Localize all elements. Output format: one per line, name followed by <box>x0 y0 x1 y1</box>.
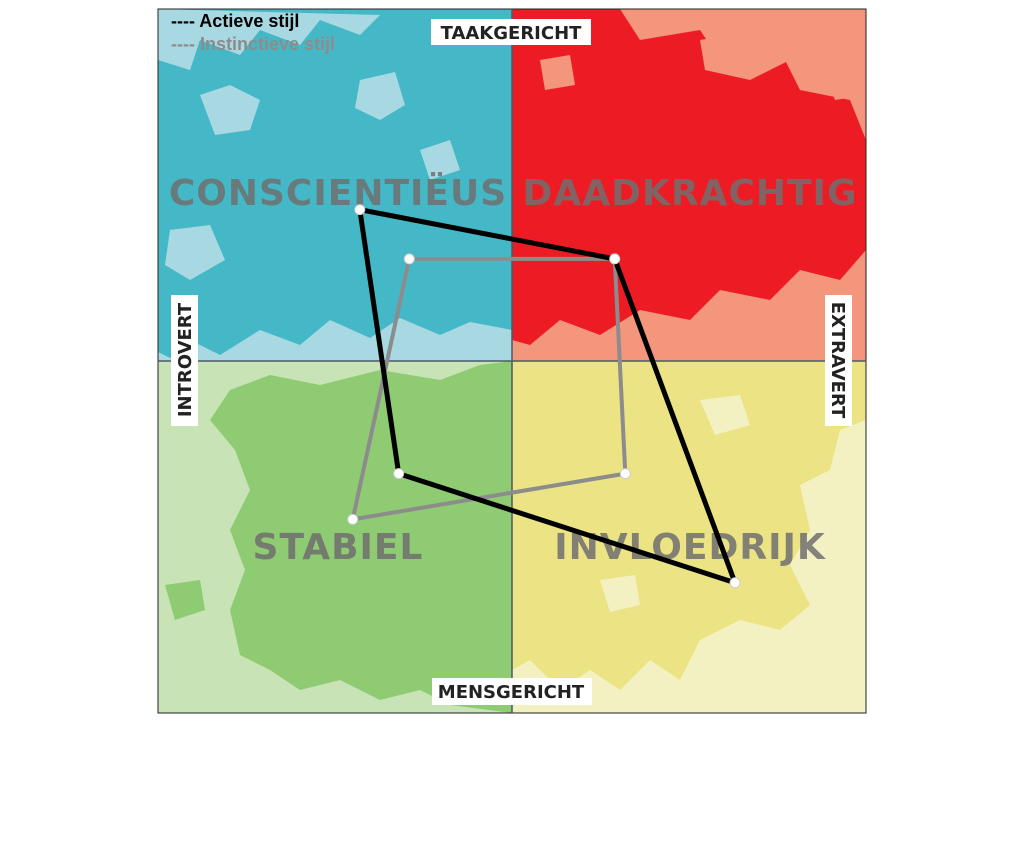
axis-label-bottom-text: MENSGERICHT <box>438 682 585 703</box>
active-style-point-3 <box>729 577 741 589</box>
active-style-point-2 <box>609 253 621 265</box>
quadrant-invloedrijk-pattern <box>512 361 866 690</box>
quadrant-invloedrijk-spot <box>600 395 750 612</box>
axis-label-top-text: TAAKGERICHT <box>441 23 583 44</box>
quadrant-conscientieus-spot <box>165 72 460 280</box>
series-layer <box>347 204 741 589</box>
quadrant-stabiel-spot <box>165 390 295 620</box>
instinctive-style-point-4 <box>347 513 359 525</box>
axis-label-left: INTROVERT <box>171 295 198 426</box>
quadrant-label-conscientieus: CONSCIENTIËUS <box>169 172 507 214</box>
quadrant-label-stabiel: STABIEL <box>253 527 424 568</box>
axis-label-left-text: INTROVERT <box>175 302 196 417</box>
active-style-point-1 <box>354 204 366 216</box>
active-style-point-4 <box>393 468 405 480</box>
quadrant-backgrounds <box>158 9 866 713</box>
quadrant-daadkrachtig-pattern <box>512 9 866 345</box>
axis-label-top: TAAKGERICHT <box>431 19 591 45</box>
quadrant-stabiel-pattern <box>210 361 512 713</box>
instinctive-style-point-3 <box>619 468 631 480</box>
axis-label-bottom: MENSGERICHT <box>432 678 592 705</box>
quadrant-label-daadkrachtig: DAADKRACHTIG <box>522 173 857 214</box>
quadrant-daadkrachtig-spot <box>540 30 866 100</box>
legend-entry-instinctive: ---- Instinctieve stijl <box>171 34 335 54</box>
legend: ---- Actieve stijl ---- Instinctieve sti… <box>171 11 335 54</box>
instinctive-style-point-1 <box>403 253 415 265</box>
axis-label-right: EXTRAVERT <box>825 295 852 426</box>
axis-label-right-text: EXTRAVERT <box>827 302 848 419</box>
quadrant-label-invloedrijk: INVLOEDRIJK <box>554 527 826 568</box>
legend-entry-active: ---- Actieve stijl <box>171 11 299 31</box>
